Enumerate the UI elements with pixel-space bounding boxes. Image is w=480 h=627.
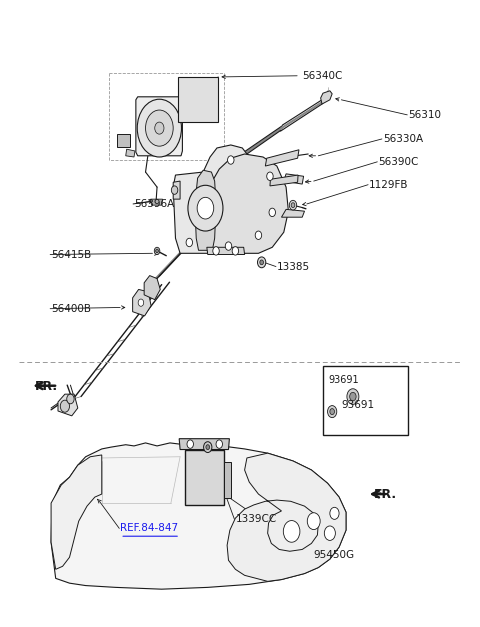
Polygon shape [136, 97, 182, 155]
Text: FR.: FR. [35, 381, 58, 393]
Circle shape [291, 203, 295, 208]
Circle shape [187, 440, 193, 448]
Circle shape [267, 172, 273, 181]
Circle shape [260, 260, 264, 265]
Polygon shape [173, 145, 258, 253]
Text: 1129FB: 1129FB [369, 180, 408, 190]
Circle shape [155, 122, 164, 134]
Polygon shape [51, 443, 346, 589]
Polygon shape [132, 290, 151, 316]
Circle shape [327, 406, 337, 418]
Circle shape [154, 247, 160, 255]
Circle shape [255, 231, 262, 240]
FancyBboxPatch shape [224, 461, 231, 498]
Circle shape [324, 526, 336, 540]
Text: REF.84-847: REF.84-847 [120, 524, 178, 534]
Circle shape [225, 242, 232, 250]
Polygon shape [265, 150, 299, 166]
Polygon shape [207, 247, 245, 255]
Polygon shape [284, 174, 303, 184]
Polygon shape [281, 209, 304, 217]
Circle shape [138, 299, 144, 306]
Circle shape [330, 409, 335, 414]
Circle shape [197, 198, 214, 219]
Polygon shape [126, 149, 135, 157]
Circle shape [60, 400, 70, 412]
Polygon shape [144, 276, 160, 300]
Circle shape [232, 246, 239, 255]
Text: 93691: 93691 [328, 375, 359, 385]
Circle shape [204, 441, 212, 453]
Polygon shape [179, 439, 229, 450]
Circle shape [145, 110, 173, 146]
Circle shape [289, 201, 297, 210]
Circle shape [171, 186, 178, 194]
Circle shape [283, 520, 300, 542]
Circle shape [307, 513, 320, 530]
Circle shape [156, 249, 158, 253]
Text: 56415B: 56415B [51, 250, 91, 260]
Circle shape [257, 257, 266, 268]
Polygon shape [51, 455, 102, 569]
Text: 56400B: 56400B [51, 303, 91, 314]
Polygon shape [178, 77, 218, 122]
Polygon shape [195, 171, 216, 250]
Text: 95450G: 95450G [314, 551, 355, 561]
Polygon shape [117, 134, 130, 147]
Circle shape [137, 99, 181, 157]
Circle shape [206, 445, 210, 450]
Circle shape [349, 393, 356, 401]
Text: 1339CC: 1339CC [235, 514, 276, 524]
Polygon shape [58, 394, 78, 416]
Polygon shape [321, 91, 332, 104]
Circle shape [269, 208, 276, 216]
Polygon shape [185, 450, 224, 505]
Circle shape [186, 238, 192, 246]
Circle shape [213, 246, 219, 255]
Circle shape [330, 507, 339, 519]
Circle shape [188, 186, 223, 231]
Text: FR.: FR. [373, 488, 397, 500]
Text: 56390C: 56390C [378, 157, 419, 167]
Circle shape [67, 394, 74, 404]
Polygon shape [151, 199, 163, 205]
Polygon shape [207, 154, 288, 253]
Text: 13385: 13385 [277, 261, 310, 271]
Polygon shape [323, 366, 408, 435]
Text: 56396A: 56396A [134, 199, 174, 209]
Circle shape [228, 155, 234, 164]
Text: 93691: 93691 [341, 400, 374, 410]
Circle shape [347, 389, 359, 404]
Text: 56330A: 56330A [383, 134, 423, 144]
Circle shape [216, 440, 223, 448]
Polygon shape [227, 453, 346, 581]
Polygon shape [270, 175, 298, 186]
Text: 56340C: 56340C [302, 71, 343, 81]
Text: 56310: 56310 [408, 110, 441, 120]
Polygon shape [173, 181, 180, 199]
